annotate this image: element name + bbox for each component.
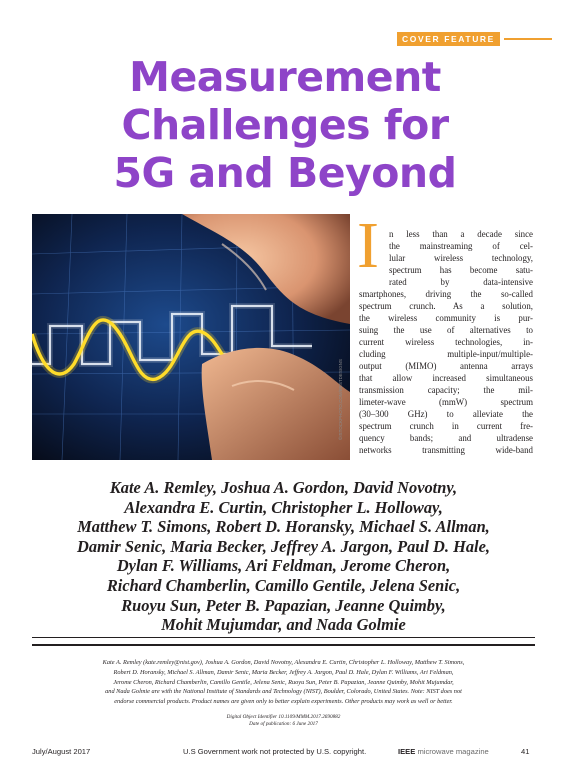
doi-block: Digital Object Identifier 10.1109/MMM.20… [0,714,567,728]
body-text-line: smartphones, driving the so-called [359,289,533,299]
footer-magazine: microwave magazine [417,747,489,756]
author-line: Mohit Mujumdar, and Nada Golmie [161,615,406,635]
body-text-line: limeter-wave (mmW) spectrum [359,397,533,407]
photo-credit: ©ISTOCKPHOTO.COM/BESTDESIGNS [338,359,343,440]
body-text-line: lular wireless technology, [389,253,533,263]
title-line: Challenges for [121,101,449,149]
body-text-line: suing the use of alternatives to [359,325,533,335]
footer-publisher: IEEE [398,747,416,756]
body-text-line: n less than a decade since [389,229,533,239]
author-line: Richard Chamberlin, Camillo Gentile, Jel… [106,575,461,595]
publication-date: Date of publication: 6 June 2017 [249,721,318,727]
affiliation-line: and Nada Golmie are with the National In… [105,688,462,696]
body-text-line: spectrum crunch. As a solution, [359,301,533,311]
footer-copyright: U.S Government work not protected by U.S… [183,747,367,756]
footer-masthead: IEEE microwave magazine [398,747,489,757]
divider-thin [32,637,535,638]
affiliation-note: Kate A. Remley (kate.remley@nist.gov), J… [32,658,535,707]
article-title: Measurement Challenges for 5G and Beyond [60,53,510,197]
affiliation-line: Jerome Cheron, Richard Chamberlin, Camil… [113,678,454,686]
divider-thick [32,644,535,646]
body-text-line: output (MIMO) antenna arrays [359,361,533,371]
body-text-line: spectrum has become satu- [389,265,533,275]
body-text-line: the wireless community is pur- [359,313,533,323]
body-text-line: networks transmitting wide-band [359,445,533,455]
author-line: Matthew T. Simons, Robert D. Horansky, M… [77,517,490,537]
section-label: COVER FEATURE [397,32,500,46]
page-number: 41 [521,747,530,756]
cover-photo [32,214,350,460]
body-text-line: quency bands; and ultradense [359,433,533,443]
author-line: Alexandra E. Curtin, Christopher L. Holl… [124,497,443,517]
doi-identifier: Digital Object Identifier 10.1109/MMM.20… [226,714,341,720]
body-text-line: (30–300 GHz) to alleviate the [359,409,533,419]
body-text-line: spectrum crunch in current fre- [359,421,533,431]
author-list: Kate A. Remley, Joshua A. Gordon, David … [30,478,537,635]
body-text-line: current wireless technologies, in- [359,337,533,347]
affiliation-line: endorse commercial products. Product nam… [114,698,453,706]
affiliation-line: Kate A. Remley (kate.remley@nist.gov), J… [102,659,465,666]
author-line: Dylan F. Williams, Ari Feldman, Jerome C… [116,556,451,576]
body-text-line: that allow increased simultaneous [359,373,533,383]
body-text-line: cluding multiple-input/multiple- [359,349,533,359]
author-line: Damir Senic, Maria Becker, Jeffrey A. Ja… [77,536,490,556]
body-text-line: transmission capacity; the mil- [359,385,533,395]
section-rule [504,38,552,40]
body-text-line: rated by data-intensive [389,277,533,287]
title-line: Measurement [129,53,441,101]
drop-cap: I [357,209,379,282]
author-line: Kate A. Remley, Joshua A. Gordon, David … [109,478,458,497]
title-line: 5G and Beyond [113,149,457,197]
author-line: Ruoyu Sun, Peter B. Papazian, Jeanne Qui… [121,595,446,615]
footer-date: July/August 2017 [32,747,91,756]
affiliation-line: Robert D. Horansky, Michael S. Allman, D… [113,668,454,676]
oscilloscope-illustration [32,214,350,460]
body-text-line: the mainstreaming of cel- [389,241,533,251]
